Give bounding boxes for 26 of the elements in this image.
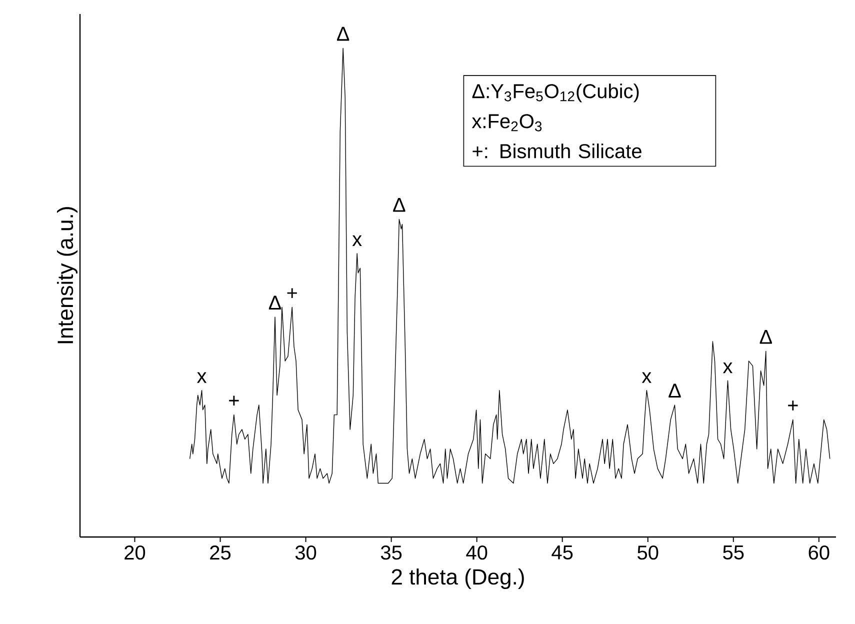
x-tick-label: 35 — [380, 546, 402, 560]
annotation: x — [352, 235, 362, 246]
x-axis-title: 2 theta (Deg.) — [392, 568, 524, 590]
annotation: Δ — [668, 384, 681, 398]
annotation: Δ — [268, 296, 282, 310]
x-tick-label: 40 — [466, 546, 488, 560]
annotation: Δ:Y$_{3}$Fe$_{5}$O$_{12}$(Cubic) — [472, 84, 639, 102]
annotation: +: Bismuth Silicate — [472, 144, 642, 158]
x-tick-label: 30 — [295, 546, 316, 560]
x-tick-label: 20 — [124, 546, 146, 560]
annotation: Δ — [393, 198, 406, 212]
annotation: x — [722, 362, 733, 374]
annotation: + — [287, 288, 297, 298]
x-tick-label: 25 — [210, 546, 231, 560]
annotation: + — [229, 396, 239, 406]
x-tick-label: 55 — [723, 546, 744, 560]
annotation: x — [197, 372, 207, 383]
annotation: Δ — [336, 26, 350, 41]
x-tick-label: 45 — [552, 546, 573, 560]
x-tick-label: 60 — [808, 546, 830, 560]
annotation: Δ — [760, 330, 772, 344]
annotation: x — [642, 372, 652, 383]
x-tick-label: 50 — [638, 546, 658, 560]
y-axis-title: Intensity (a.u.) — [56, 207, 78, 344]
annotation: + — [788, 400, 798, 410]
annotation: x:Fe$_{2}$O$_{3}$ — [472, 114, 542, 132]
